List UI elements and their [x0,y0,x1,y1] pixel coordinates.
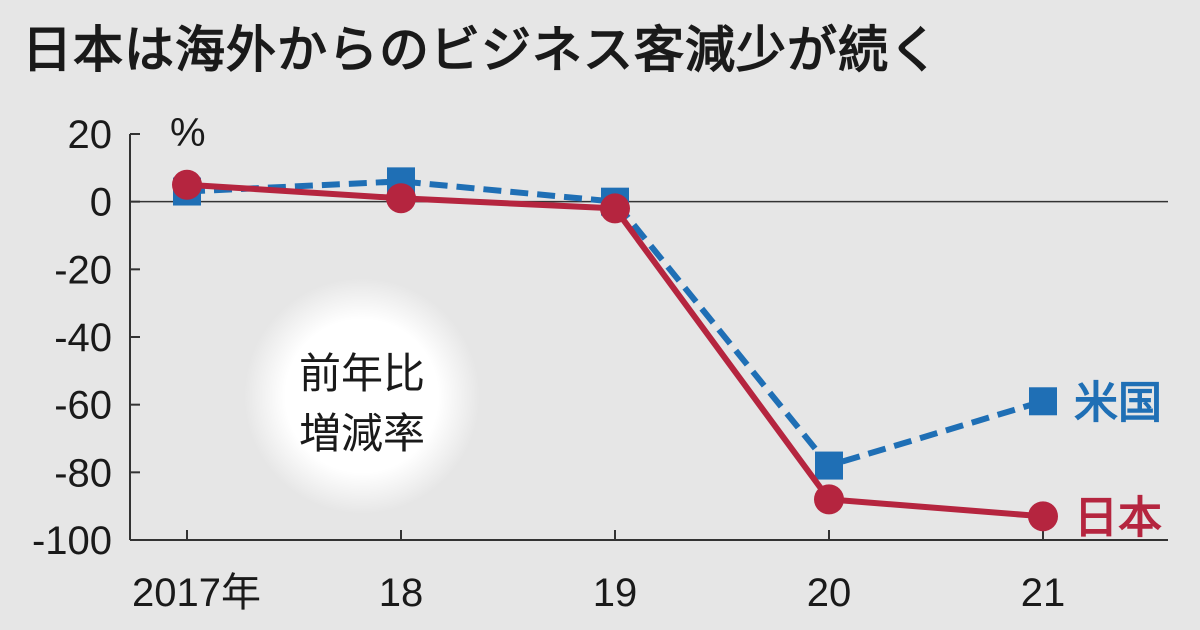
annotation-line-1: 前年比 [299,349,425,398]
data-point-japan [172,169,202,200]
chart-title: 日本は海外からのビジネス客減少が続く [22,21,940,79]
y-tick-label: -60 [54,384,112,428]
y-tick-label: -100 [32,519,112,563]
series-label-japan: 日本 [1074,492,1162,543]
data-point-usa [815,451,843,480]
x-tick-label: 18 [379,571,424,615]
x-tick-label: 2017年 [132,571,261,615]
annotation-line-2: 増減率 [299,409,425,458]
y-tick-label: -80 [54,451,112,495]
data-point-japan [386,183,416,214]
y-tick-label: 0 [90,181,112,225]
annotation-glow [244,278,480,514]
series-label-usa: 米国 [1074,377,1162,428]
series-line-usa [186,178,1044,469]
y-tick-label: -40 [54,316,112,360]
data-point-usa [1029,387,1057,416]
data-point-japan [600,193,630,224]
y-tick-label: -20 [54,248,112,292]
data-point-japan [1028,501,1058,532]
unit-label: % [170,111,206,155]
data-point-japan [814,484,844,515]
y-tick-label: 20 [68,113,113,157]
x-tick-label: 20 [807,571,852,615]
x-tick-label: 21 [1021,571,1066,615]
x-tick-label: 19 [593,571,638,615]
